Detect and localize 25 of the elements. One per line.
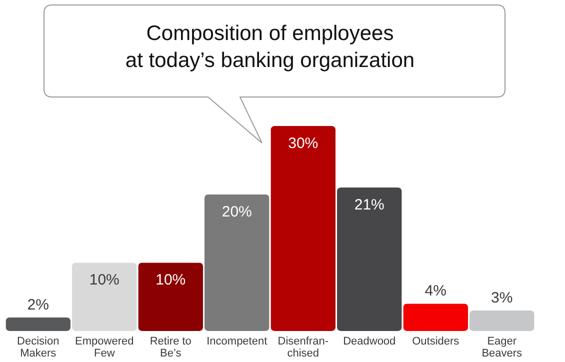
x-tick-label: Decision Makers: [17, 336, 60, 360]
bar: [138, 262, 204, 331]
chart-title: Composition of employees at today’s banking organization: [125, 22, 415, 72]
bar: [403, 304, 468, 331]
x-tick-label: Eager Beavers: [482, 336, 523, 360]
bar: [6, 317, 71, 331]
bar: [336, 188, 402, 331]
x-tick-label: Retire to Be’s: [150, 336, 192, 360]
data-label: 10%: [156, 272, 186, 289]
x-tick-label: Empowered Few: [75, 336, 134, 360]
x-tick-label: Disenfran- chised: [278, 336, 329, 360]
x-tick-label: Deadwood: [343, 336, 396, 348]
x-tick-label: Outsiders: [412, 336, 460, 348]
bar: [469, 310, 534, 331]
bar: [72, 262, 137, 331]
data-label: 4%: [424, 282, 446, 300]
data-label: 20%: [222, 203, 252, 220]
data-label: 30%: [288, 135, 318, 152]
bar: [204, 194, 270, 331]
x-tick-label: Incompetent: [206, 336, 268, 348]
data-label: 3%: [491, 290, 513, 306]
data-label: 10%: [89, 272, 120, 289]
data-label: 2%: [27, 296, 49, 314]
bar: [270, 126, 336, 331]
data-label: 21%: [354, 196, 384, 214]
